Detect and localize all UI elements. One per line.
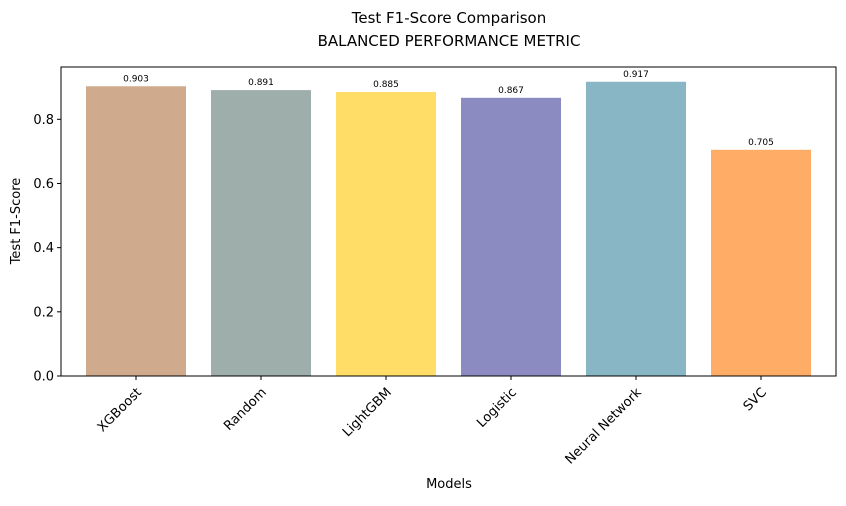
- bar-lightgbm: [336, 92, 436, 376]
- bar-value-label: 0.891: [248, 78, 274, 88]
- y-axis: 0.0 0.2 0.4 0.6 0.8: [33, 113, 61, 385]
- y-axis-label: Test F1-Score: [9, 178, 24, 266]
- y-tick-label: 0.2: [33, 305, 54, 320]
- y-tick-label: 0.6: [33, 177, 54, 192]
- bars-layer: [86, 81, 811, 377]
- bar-value-label: 0.917: [623, 70, 649, 80]
- chart-subtitle: BALANCED PERFORMANCE METRIC: [318, 32, 581, 50]
- plot-area-frame: [60, 66, 837, 377]
- bar-value-label: 0.705: [748, 138, 774, 148]
- x-tick-label: Neural Network: [563, 385, 646, 468]
- x-tick-label: Random: [221, 385, 270, 434]
- x-tick-label: XGBoost: [95, 385, 145, 435]
- y-tick-label: 0.8: [33, 113, 54, 128]
- bar-random: [211, 90, 311, 376]
- chart-title: Test F1-Score Comparison: [351, 9, 546, 27]
- bar-value-label: 0.867: [498, 86, 524, 96]
- y-tick-label: 0.0: [33, 370, 54, 385]
- bar-xgboost: [86, 86, 186, 377]
- bar-value-label: 0.885: [373, 80, 399, 90]
- value-labels-layer: 0.903 0.891 0.885 0.867 0.917 0.705: [123, 70, 774, 148]
- x-tick-label: SVC: [741, 385, 770, 414]
- x-axis: XGBoost Random LightGBM Logistic Neural Netw…: [95, 376, 770, 467]
- bar-neural-network: [586, 81, 686, 376]
- bar-value-label: 0.903: [123, 74, 149, 84]
- bar-svc: [711, 149, 811, 376]
- x-axis-label: Models: [426, 477, 472, 492]
- bar-logistic: [461, 97, 561, 376]
- y-tick-label: 0.4: [33, 241, 54, 256]
- x-tick-label: LightGBM: [340, 385, 395, 440]
- x-tick-label: Logistic: [474, 385, 520, 431]
